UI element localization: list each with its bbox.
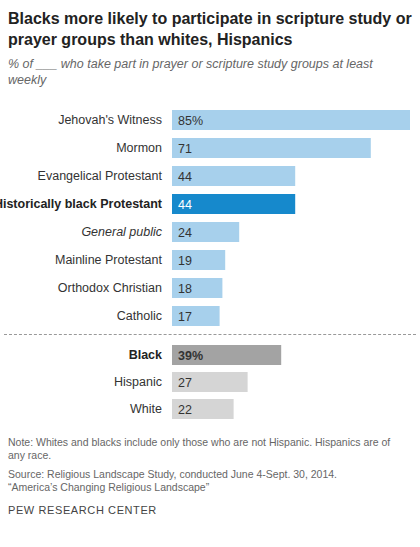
svg-text:Mainline Protestant: Mainline Protestant — [55, 253, 163, 267]
svg-text:17: 17 — [178, 310, 192, 324]
svg-text:85%: 85% — [178, 114, 203, 128]
svg-text:Jehovah's Witness: Jehovah's Witness — [58, 113, 162, 127]
svg-text:White: White — [130, 402, 162, 416]
html-text:% of ___ who take part in pray: % of ___ who take part in prayer or scri… — [8, 57, 373, 87]
svg-text:Evangelical Protestant: Evangelical Protestant — [38, 169, 163, 183]
svg-text:Hispanic: Hispanic — [114, 375, 162, 389]
svg-text:44: 44 — [178, 198, 192, 212]
svg-text:Orthodox Christian: Orthodox Christian — [58, 281, 162, 295]
svg-text:44: 44 — [178, 170, 192, 184]
svg-text:24: 24 — [178, 226, 192, 240]
svg-text:Mormon: Mormon — [116, 141, 162, 155]
html-text:Note: Whites and blacks includ: Note: Whites and blacks include only tho… — [8, 436, 391, 461]
svg-text:Catholic: Catholic — [117, 309, 162, 323]
svg-text:Black: Black — [129, 348, 162, 362]
svg-text:Historically black Protestant: Historically black Protestant — [8, 197, 163, 211]
svg-text:General public: General public — [81, 225, 162, 239]
svg-text:18: 18 — [178, 282, 192, 296]
html-text:Source: Religious Landscape St: Source: Religious Landscape Study, condu… — [8, 468, 337, 480]
svg-text:71: 71 — [178, 142, 192, 156]
html-text:“America’s Changing Religious: “America’s Changing Religious Landscape” — [8, 481, 210, 493]
svg-text:27: 27 — [178, 376, 192, 390]
svg-text:39%: 39% — [178, 349, 203, 363]
svg-text:19: 19 — [178, 254, 192, 268]
svg-text:22: 22 — [178, 403, 192, 417]
html-text:Blacks more likely to particip: Blacks more likely to participate in scr… — [8, 10, 412, 48]
html-text:PEW RESEARCH CENTER: PEW RESEARCH CENTER — [8, 504, 157, 516]
